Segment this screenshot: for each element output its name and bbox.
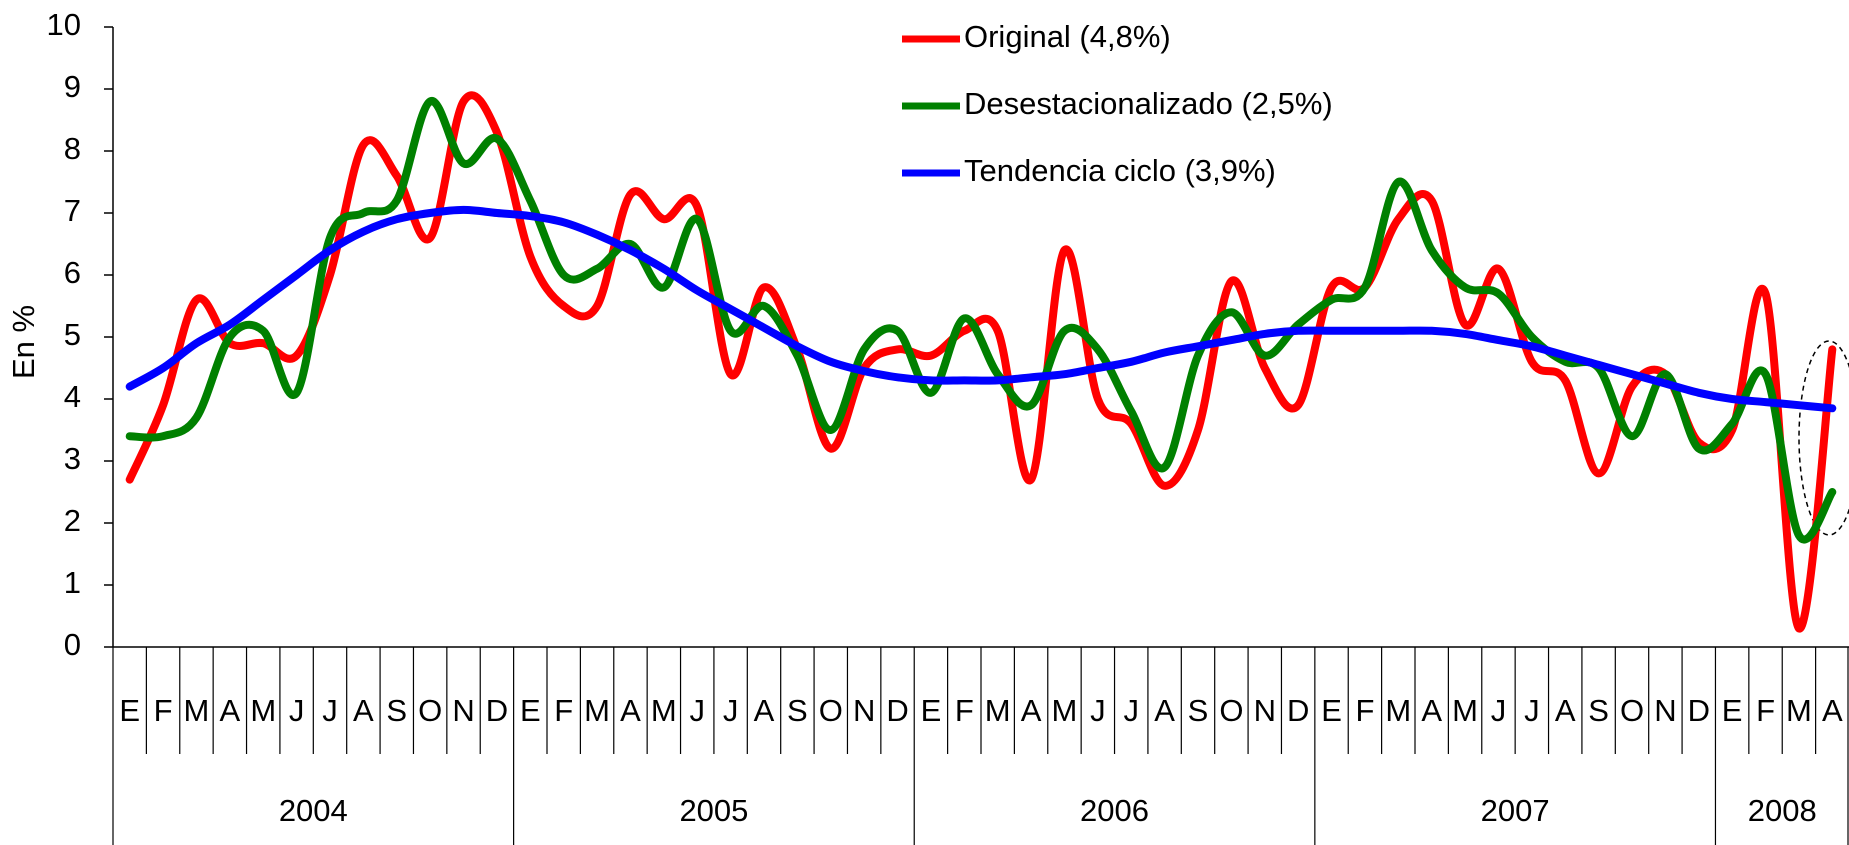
year-label: 2006 — [1080, 793, 1149, 828]
x-tick-label: M — [1452, 693, 1478, 728]
x-tick-label: F — [1756, 693, 1775, 728]
y-tick-label: 9 — [64, 69, 81, 104]
x-tick-label: A — [620, 693, 641, 728]
y-tick-label: 10 — [47, 7, 81, 42]
x-tick-label: S — [787, 693, 808, 728]
y-tick-label: 8 — [64, 131, 81, 166]
highlight-ellipse — [1798, 340, 1849, 536]
x-tick-label: S — [1188, 693, 1209, 728]
y-tick-label: 5 — [64, 317, 81, 352]
x-tick-label: J — [723, 693, 739, 728]
x-tick-label: M — [584, 693, 610, 728]
x-tick-label: J — [322, 693, 338, 728]
y-tick-label: 3 — [64, 441, 81, 476]
x-tick-label: D — [886, 693, 908, 728]
x-tick-label: S — [1588, 693, 1609, 728]
x-tick-label: J — [1491, 693, 1507, 728]
legend-label: Tendencia ciclo (3,9%) — [964, 153, 1276, 188]
y-tick-label: 4 — [64, 379, 81, 414]
year-label: 2008 — [1748, 793, 1817, 828]
y-tick-label: 6 — [64, 255, 81, 290]
x-tick-label: O — [1219, 693, 1243, 728]
y-tick-label: 1 — [64, 565, 81, 600]
year-label: 2004 — [279, 793, 348, 828]
x-tick-label: J — [1090, 693, 1106, 728]
x-tick-label: N — [1654, 693, 1676, 728]
series-line — [125, 205, 1837, 413]
x-tick-label: M — [651, 693, 677, 728]
x-tick-label: A — [1822, 693, 1843, 728]
year-label: 2007 — [1481, 793, 1550, 828]
x-tick-label: N — [853, 693, 875, 728]
x-tick-label: A — [220, 693, 241, 728]
x-tick-label: M — [985, 693, 1011, 728]
y-tick-label: 0 — [64, 627, 81, 662]
x-tick-label: J — [689, 693, 705, 728]
x-tick-label: O — [1620, 693, 1644, 728]
y-tick-label: 2 — [64, 503, 81, 538]
x-tick-label: N — [452, 693, 474, 728]
y-axis-label: En % — [6, 305, 41, 379]
x-tick-label: M — [1786, 693, 1812, 728]
x-tick-label: F — [554, 693, 573, 728]
y-tick-label: 7 — [64, 193, 81, 228]
x-tick-label: D — [1688, 693, 1710, 728]
series-line — [125, 97, 1837, 544]
x-tick-label: A — [1154, 693, 1175, 728]
x-tick-label: M — [184, 693, 210, 728]
x-tick-label: N — [1254, 693, 1276, 728]
x-tick-label: E — [520, 693, 541, 728]
x-tick-label: J — [1524, 693, 1540, 728]
x-tick-label: J — [1123, 693, 1139, 728]
x-tick-label: E — [1321, 693, 1342, 728]
x-tick-label: M — [1052, 693, 1078, 728]
x-tick-label: A — [1021, 693, 1042, 728]
x-tick-label: A — [1555, 693, 1576, 728]
x-tick-label: F — [1355, 693, 1374, 728]
x-tick-label: D — [486, 693, 508, 728]
x-tick-label: A — [754, 693, 775, 728]
x-tick-label: E — [921, 693, 942, 728]
x-tick-label: M — [250, 693, 276, 728]
x-tick-label: E — [1722, 693, 1743, 728]
x-tick-label: A — [1421, 693, 1442, 728]
legend-label: Original (4,8%) — [964, 19, 1171, 54]
x-tick-label: F — [955, 693, 974, 728]
x-tick-label: A — [353, 693, 374, 728]
x-tick-label: O — [418, 693, 442, 728]
x-tick-label: F — [154, 693, 173, 728]
series-line — [125, 91, 1837, 633]
x-tick-label: D — [1287, 693, 1309, 728]
x-tick-label: O — [819, 693, 843, 728]
x-tick-label: J — [289, 693, 305, 728]
x-tick-label: M — [1385, 693, 1411, 728]
year-label: 2005 — [679, 793, 748, 828]
x-tick-label: E — [119, 693, 140, 728]
x-tick-label: S — [386, 693, 407, 728]
legend-label: Desestacionalizado (2,5%) — [964, 86, 1333, 121]
